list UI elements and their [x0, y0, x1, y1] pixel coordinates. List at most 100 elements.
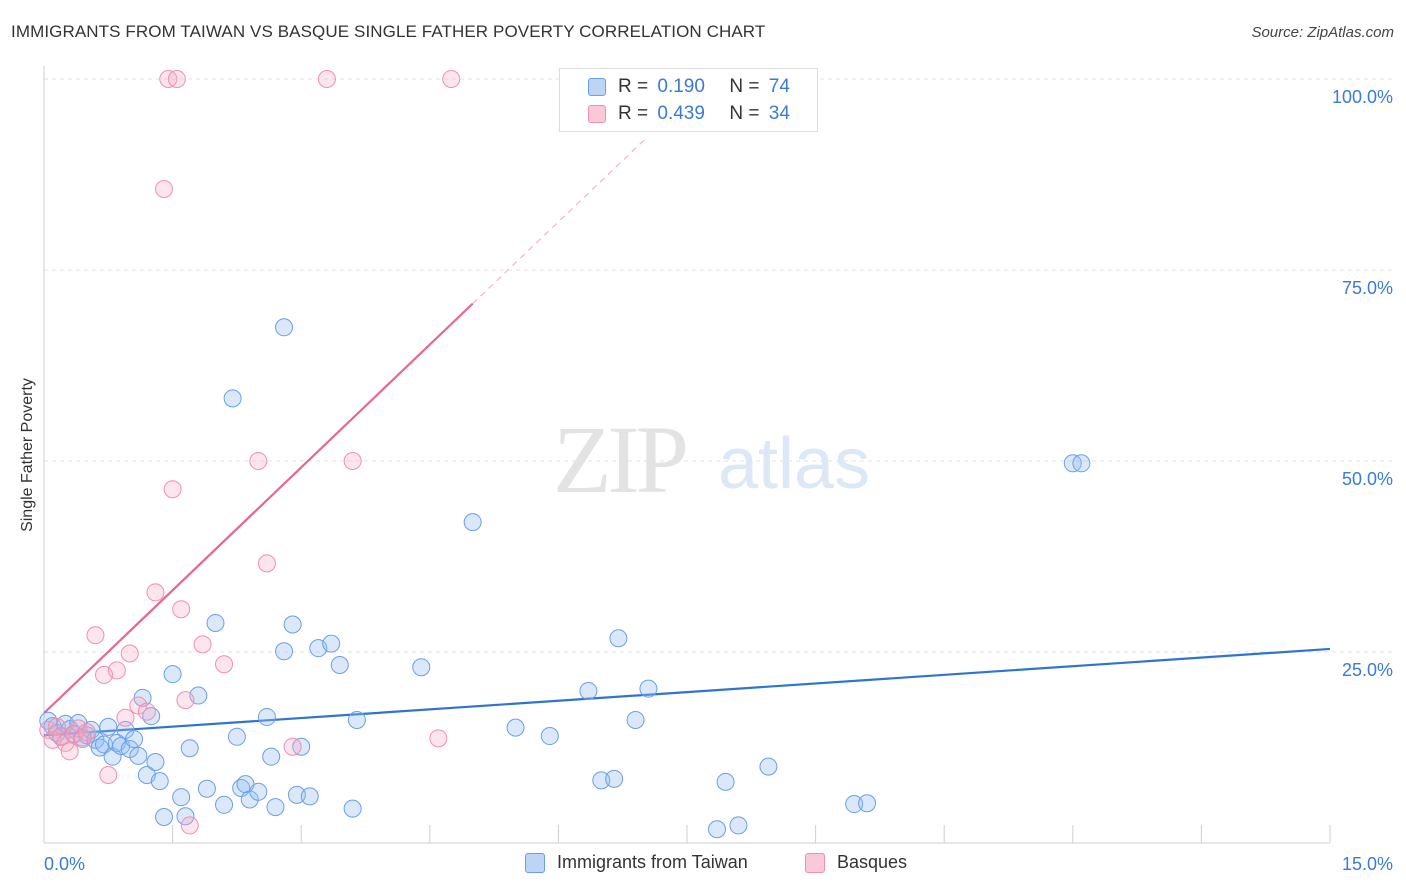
- point-taiwan: [609, 629, 628, 648]
- legend-label-taiwan: Immigrants from Taiwan: [557, 852, 748, 872]
- point-taiwan: [223, 389, 242, 408]
- point-taiwan: [506, 718, 525, 737]
- point-basques: [180, 816, 199, 835]
- point-taiwan: [146, 753, 165, 772]
- point-taiwan: [626, 710, 645, 729]
- point-taiwan: [858, 794, 877, 813]
- legend-item-basques[interactable]: Basques: [805, 852, 907, 873]
- y-tick-label: 75.0%: [1342, 278, 1393, 298]
- point-basques: [60, 742, 79, 761]
- point-taiwan: [330, 655, 349, 674]
- point-basques: [317, 70, 336, 88]
- point-taiwan: [215, 795, 234, 814]
- point-taiwan: [125, 730, 144, 749]
- axes: [43, 66, 1331, 844]
- point-basques: [429, 729, 448, 748]
- point-basques: [172, 600, 191, 619]
- point-taiwan: [227, 727, 246, 746]
- watermark-atlas: atlas: [718, 424, 870, 504]
- point-taiwan: [605, 769, 624, 788]
- point-taiwan: [176, 807, 195, 826]
- point-taiwan: [257, 707, 276, 726]
- chart-source: Source: ZipAtlas.com: [1251, 24, 1394, 41]
- point-basques: [176, 691, 195, 710]
- point-basques: [442, 70, 461, 88]
- point-taiwan: [716, 772, 735, 791]
- r-label: R =: [618, 76, 649, 97]
- basques-swatch: [588, 105, 606, 123]
- r-label: R =: [618, 103, 649, 124]
- point-basques: [167, 70, 186, 88]
- point-taiwan: [180, 739, 199, 758]
- point-taiwan: [206, 613, 225, 632]
- legend-item-taiwan[interactable]: Immigrants from Taiwan: [525, 852, 748, 873]
- legend-label-basques: Basques: [837, 852, 908, 872]
- x-tick-label: 15.0%: [1342, 854, 1393, 874]
- point-taiwan: [99, 717, 118, 736]
- point-basques: [163, 480, 182, 499]
- data-points: [39, 70, 1091, 839]
- point-basques: [283, 737, 302, 756]
- x-tick-label: 0.0%: [44, 854, 85, 874]
- point-basques: [137, 702, 156, 721]
- point-taiwan: [275, 642, 294, 661]
- point-taiwan: [412, 658, 431, 677]
- point-taiwan: [275, 318, 294, 337]
- point-taiwan: [845, 795, 864, 814]
- gridlines: [44, 78, 1395, 653]
- point-basques: [249, 452, 268, 470]
- point-basques: [146, 583, 165, 602]
- n-label: N =: [729, 103, 760, 124]
- point-taiwan: [708, 820, 727, 839]
- point-basques: [116, 708, 135, 727]
- point-basques: [69, 719, 88, 738]
- point-taiwan: [150, 772, 169, 791]
- point-basques: [215, 655, 234, 674]
- n-value: 34: [768, 103, 790, 124]
- point-taiwan: [463, 513, 482, 532]
- point-taiwan: [639, 679, 658, 698]
- y-tick-label: 100.0%: [1332, 87, 1393, 107]
- trend-line-taiwan: [43, 647, 1331, 737]
- point-basques: [86, 626, 105, 645]
- point-basques: [107, 661, 126, 680]
- trend-lines: [43, 139, 1331, 737]
- watermark-zip: ZIP: [553, 406, 686, 513]
- point-taiwan: [262, 747, 281, 766]
- point-taiwan: [129, 746, 148, 765]
- point-taiwan: [592, 771, 611, 790]
- point-basques: [155, 180, 174, 199]
- point-basques: [120, 644, 139, 663]
- y-tick-label: 50.0%: [1342, 469, 1393, 489]
- trend-line-basques: [43, 302, 474, 714]
- point-taiwan: [155, 808, 174, 827]
- point-basques: [47, 717, 66, 736]
- tick-labels: 25.0% 50.0% 75.0% 100.0% 0.0% 15.0%: [44, 87, 1393, 874]
- point-taiwan: [249, 782, 268, 801]
- point-taiwan: [1072, 454, 1091, 473]
- basques-legend-swatch: [805, 852, 825, 873]
- point-taiwan: [163, 665, 182, 684]
- chart-title: IMMIGRANTS FROM TAIWAN VS BASQUE SINGLE …: [11, 22, 766, 41]
- point-basques: [343, 452, 362, 470]
- stats-row-taiwan: R = 0.190 N = 74: [588, 75, 790, 99]
- point-taiwan: [343, 799, 362, 818]
- series-legend: Immigrants from Taiwan Basques: [0, 852, 1406, 878]
- r-value: 0.190: [657, 76, 705, 97]
- point-taiwan: [579, 681, 598, 700]
- n-value: 74: [768, 76, 790, 97]
- point-taiwan: [322, 634, 341, 653]
- r-value: 0.439: [657, 103, 705, 124]
- point-taiwan: [347, 710, 366, 729]
- n-label: N =: [729, 76, 760, 97]
- point-taiwan: [729, 816, 748, 835]
- point-basques: [257, 554, 276, 573]
- point-taiwan: [287, 785, 306, 804]
- stats-row-basques: R = 0.439 N = 34: [588, 102, 790, 126]
- point-basques: [77, 723, 96, 742]
- point-taiwan: [197, 779, 216, 798]
- point-taiwan: [283, 615, 302, 634]
- point-taiwan: [759, 757, 778, 776]
- taiwan-swatch: [588, 78, 606, 96]
